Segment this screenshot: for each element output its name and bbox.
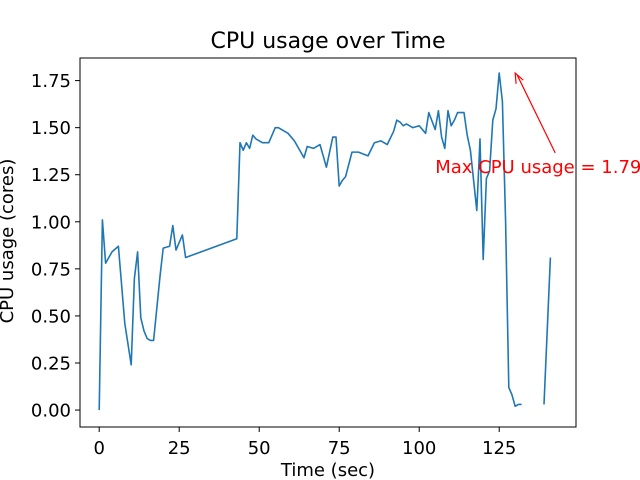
x-axis-title: Time (sec) [280, 460, 375, 480]
x-tick-label: 25 [168, 438, 191, 459]
annotation-arrow-head [514, 71, 524, 84]
x-tick-label: 125 [482, 438, 516, 459]
annotation-text: Max CPU usage = 1.79 [435, 157, 640, 178]
y-tick-label: 1.00 [31, 212, 71, 233]
y-tick-label: 0.00 [31, 401, 71, 422]
y-tick-label: 0.75 [31, 259, 71, 280]
plot-frame [79, 57, 577, 428]
y-tick-label: 0.25 [31, 353, 71, 374]
annotation-arrow-line [516, 74, 556, 154]
x-tick-label: 75 [328, 438, 351, 459]
series-line-0 [98, 72, 552, 411]
y-axis-title: CPU usage (cores) [0, 159, 18, 324]
x-tick-label: 0 [93, 438, 104, 459]
y-tick-label: 1.75 [31, 71, 71, 92]
y-tick-label: 1.50 [31, 118, 71, 139]
y-tick-label: 1.25 [31, 165, 71, 186]
x-tick-label: 100 [402, 438, 436, 459]
x-tick-label: 50 [248, 438, 271, 459]
chart-title: CPU usage over Time [211, 29, 446, 54]
y-tick-label: 0.50 [31, 306, 71, 327]
